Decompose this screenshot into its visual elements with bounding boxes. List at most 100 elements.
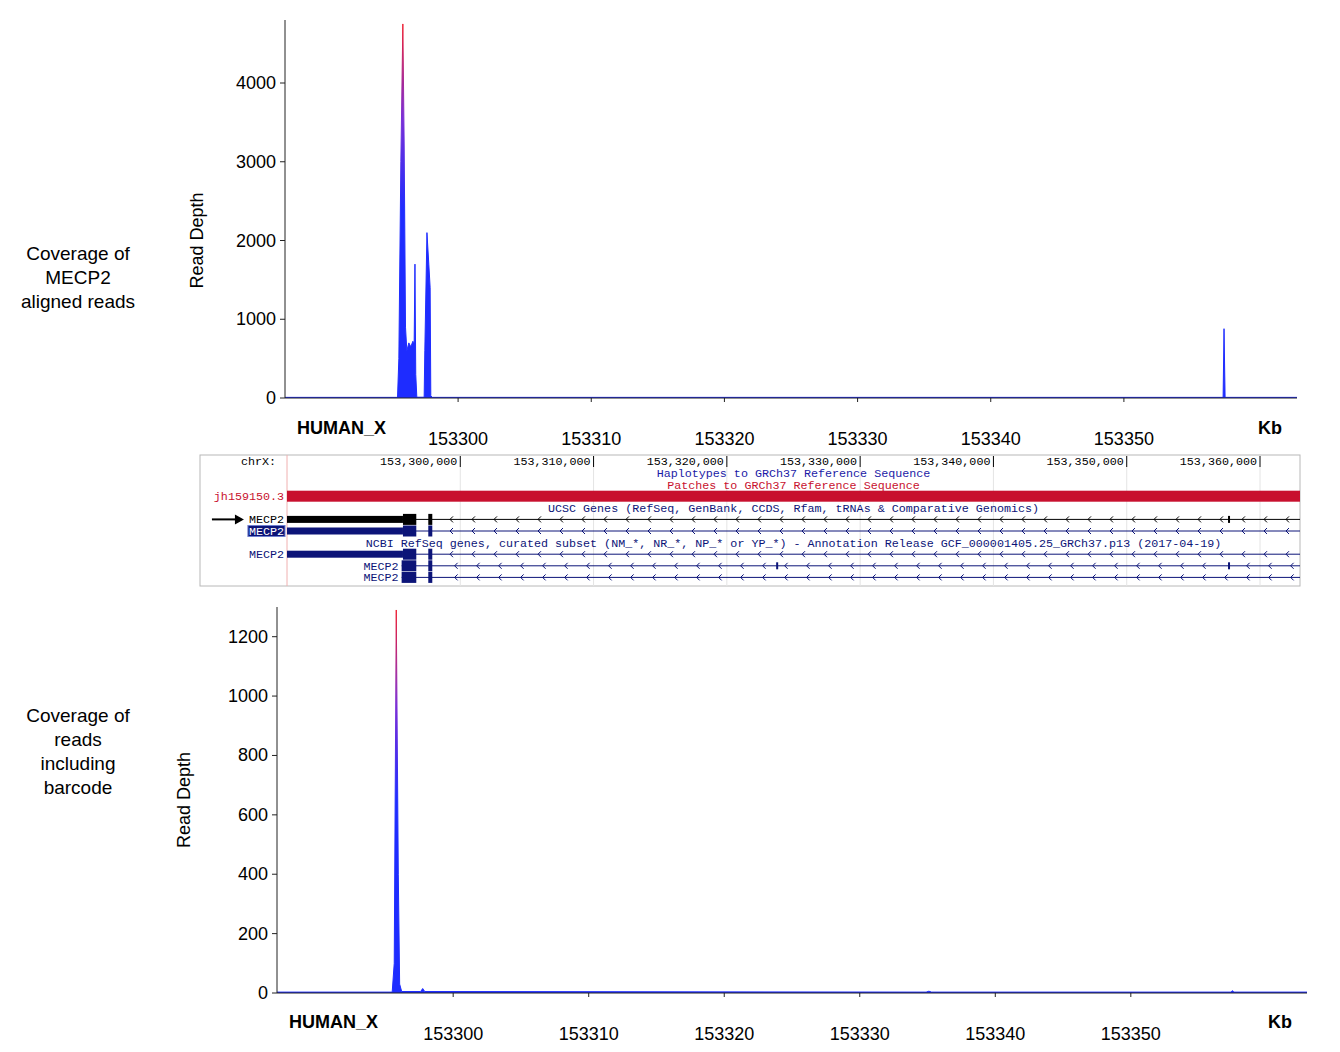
strand-chevron [521, 563, 524, 569]
strand-chevron [582, 516, 585, 522]
browser-grid-line [1126, 467, 1127, 586]
ruler-tick [1126, 456, 1127, 467]
strand-chevron [494, 516, 497, 522]
strand-chevron [934, 516, 937, 522]
feature: MECP2 [212, 513, 1300, 527]
strand-chevron [675, 574, 678, 580]
strand-chevron [516, 516, 519, 522]
strand-chevron [1115, 563, 1118, 569]
chromosome-annotation: HUMAN_X [297, 418, 386, 438]
strand-chevron [670, 516, 673, 522]
strand-chevron [873, 574, 876, 580]
ruler-tick-label: 153,360,000 [1180, 455, 1257, 469]
chart-title: barcode [44, 777, 113, 798]
strand-chevron [648, 528, 651, 534]
feature-body [287, 526, 1300, 537]
strand-chevron [714, 551, 717, 557]
strand-chevron [895, 574, 898, 580]
strand-chevron [1176, 528, 1179, 534]
strand-chevron [1022, 528, 1025, 534]
strand-chevron [736, 551, 739, 557]
feature: MECP2 [364, 571, 1300, 585]
strand-chevron [846, 551, 849, 557]
utr-block [1228, 516, 1230, 523]
strand-chevron [983, 574, 986, 580]
strand-chevron [868, 528, 871, 534]
strand-chevron [741, 563, 744, 569]
strand-chevron [912, 528, 915, 534]
ruler-tick-label: 153,350,000 [1047, 455, 1124, 469]
browser-grid-line [460, 467, 461, 586]
strand-chevron [1093, 574, 1096, 580]
strand-chevron [890, 528, 893, 534]
strand-chevron [802, 516, 805, 522]
coding-block [428, 572, 432, 583]
x-tick [1130, 993, 1131, 997]
y-tick [272, 636, 277, 637]
y-tick [280, 398, 285, 399]
coding-block [428, 526, 432, 537]
strand-chevron [741, 574, 744, 580]
strand-chevron [543, 563, 546, 569]
strand-chevron [763, 574, 766, 580]
feature-label: jh159150.3 [214, 490, 284, 504]
y-tick [272, 874, 277, 875]
strand-chevron [758, 516, 761, 522]
plot-area [285, 24, 1297, 398]
strand-chevron [472, 528, 475, 534]
strand-chevron [868, 551, 871, 557]
strand-chevron [560, 528, 563, 534]
figure: Coverage ofMECP2aligned readsRead Depth0… [0, 0, 1340, 1052]
strand-chevron [1137, 563, 1140, 569]
chart-title: MECP2 [45, 267, 110, 288]
x-tick [724, 993, 725, 997]
ruler-tick [593, 456, 594, 467]
coding-block [402, 560, 417, 571]
strand-chevron [450, 551, 453, 557]
strand-chevron [1264, 551, 1267, 557]
coding-block [403, 549, 416, 560]
strand-chevron [1242, 516, 1245, 522]
strand-chevron [714, 516, 717, 522]
strand-chevron [538, 528, 541, 534]
strand-chevron [1088, 528, 1091, 534]
strand-chevron [455, 563, 458, 569]
strand-chevron [1225, 574, 1228, 580]
feature-body [402, 572, 1300, 583]
strand-chevron [917, 574, 920, 580]
strand-chevron [670, 528, 673, 534]
strand-chevron [653, 574, 656, 580]
strand-chevron [824, 551, 827, 557]
strand-chevron [780, 516, 783, 522]
strand-chevron [1220, 528, 1223, 534]
strand-chevron [543, 574, 546, 580]
strand-chevron [1159, 563, 1162, 569]
chart-title: Coverage of [26, 243, 130, 264]
strand-chevron [653, 563, 656, 569]
feature-label: MECP2 [249, 525, 284, 539]
strand-chevron [626, 551, 629, 557]
x-tick-label: 153300 [428, 429, 488, 449]
strand-chevron [538, 516, 541, 522]
strand-chevron [802, 551, 805, 557]
strand-chevron [763, 563, 766, 569]
strand-chevron [802, 528, 805, 534]
strand-chevron [472, 551, 475, 557]
chart: Coverage ofMECP2aligned readsRead Depth0… [21, 20, 1297, 449]
strand-chevron [829, 563, 832, 569]
y-tick [280, 319, 285, 320]
x-tick [990, 398, 991, 402]
chromosome-annotation: HUMAN_X [289, 1012, 378, 1032]
strand-chevron [912, 551, 915, 557]
strand-chevron [1154, 516, 1157, 522]
strand-chevron [895, 563, 898, 569]
strand-chevron [785, 574, 788, 580]
ruler-tick [460, 456, 461, 467]
strand-chevron [1000, 516, 1003, 522]
feature-body [287, 549, 1300, 560]
x-tick-label: 153350 [1094, 429, 1154, 449]
strand-chevron [604, 551, 607, 557]
strand-chevron [1159, 574, 1162, 580]
intron-line [287, 554, 1300, 555]
y-tick [272, 993, 277, 994]
